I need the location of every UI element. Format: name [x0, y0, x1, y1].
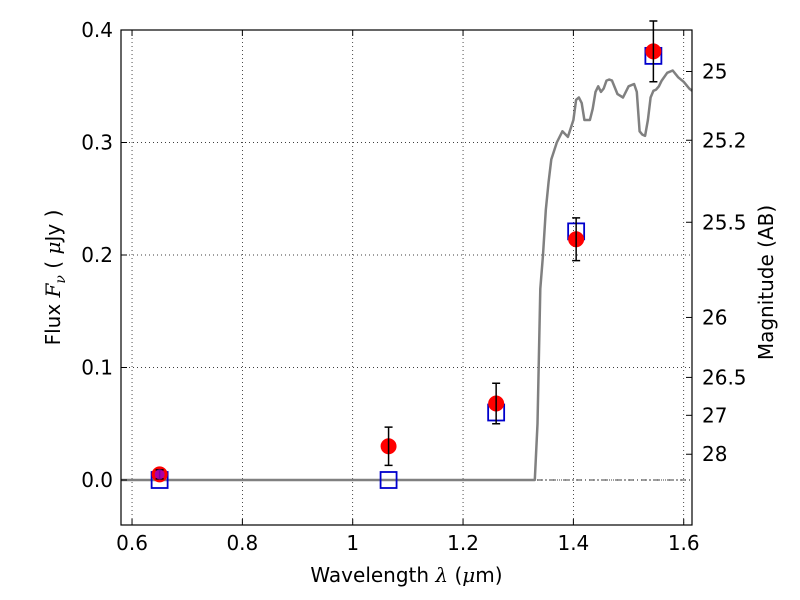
right-tick-label: 27: [702, 403, 727, 427]
overlap-point: [154, 469, 165, 480]
x-tick-label: 1.2: [447, 531, 479, 555]
right-tick-label: 25.5: [702, 210, 747, 234]
y-tick-label: 0.0: [81, 468, 113, 492]
x-axis-label: Wavelength λ (μm): [310, 563, 502, 587]
x-axis-label-mu: μ: [462, 563, 475, 587]
x-tick-label: 1.4: [557, 531, 589, 555]
y-axis-label-nu: ν: [53, 275, 69, 284]
right-tick-label: 25.2: [702, 128, 747, 152]
ticks: 0.6 0.8 1 1.2 1.4 1.6 0.0 0.1 0.2 0.3 0.4 25 25.2 25.…: [81, 18, 746, 555]
right-tick-label: 28: [702, 442, 727, 466]
grid: [121, 29, 692, 525]
right-tick-label: 26: [702, 305, 727, 329]
y-axis-label-text: Flux: [41, 297, 65, 345]
y-tick-label: 0.4: [81, 18, 113, 42]
model-spectrum-line: [121, 69, 693, 482]
y-axis-label-unit: Jy ): [41, 210, 65, 244]
y-axis-label-mu: μ: [41, 242, 65, 255]
right-tick-label: 25: [702, 60, 727, 84]
y-tick-label: 0.1: [81, 356, 113, 380]
x-tick-label: 0.8: [226, 531, 258, 555]
right-axis-label: Magnitude (AB): [754, 205, 778, 360]
y-axis-label-F: F: [41, 282, 65, 298]
x-axis-label-unit: (: [448, 563, 462, 587]
x-tick-label: 0.6: [116, 531, 148, 555]
x-tick-label: 1: [346, 531, 359, 555]
data-layer: [121, 20, 693, 489]
x-axis-label-lambda: λ: [434, 563, 448, 587]
model-square-point: [379, 471, 398, 489]
y-axis-label-paren: (: [41, 255, 65, 276]
x-axis-label-unit-end: m): [475, 563, 502, 587]
x-tick-label: 1.6: [668, 531, 700, 555]
y-tick-label: 0.3: [81, 131, 113, 155]
plot-frame: [120, 29, 693, 526]
x-axis-label-text: Wavelength: [310, 563, 435, 587]
y-axis-label: Flux Fν ( μJy ): [41, 210, 69, 346]
right-tick-label: 26.5: [702, 365, 747, 389]
y-tick-label: 0.2: [81, 243, 113, 267]
